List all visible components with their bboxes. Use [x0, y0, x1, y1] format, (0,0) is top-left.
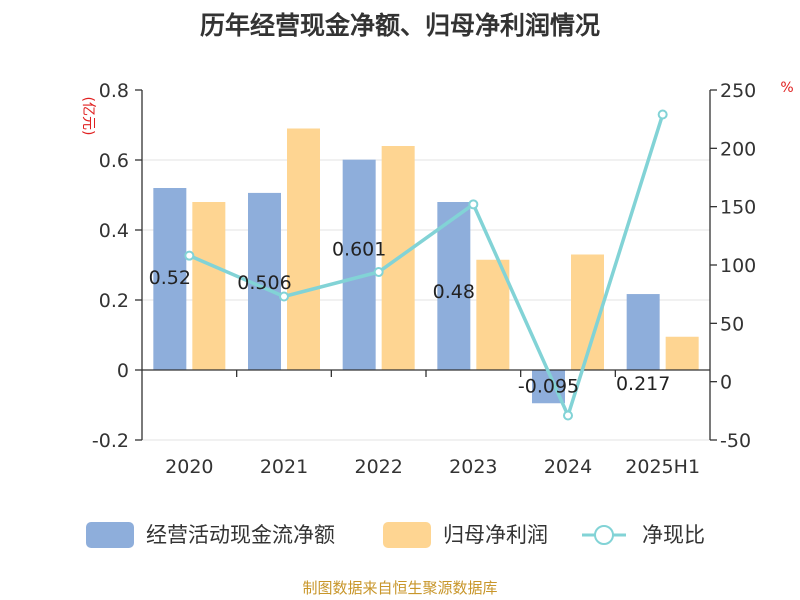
y-right-tick-label: 250: [720, 80, 756, 102]
legend-swatch-ratio-marker: [594, 525, 614, 545]
legend: 经营活动现金流净额 归母净利润 净现比: [86, 522, 705, 548]
ratio-point: [184, 250, 195, 261]
x-tick-label: 2020: [165, 456, 213, 478]
legend-swatch-net-profit: [383, 522, 431, 548]
axes: [135, 89, 717, 441]
grid-lines: [142, 159, 710, 441]
y-right-tick-label: 0: [720, 372, 732, 394]
x-tick-label: 2021: [260, 456, 308, 478]
y-left-tick-label: 0: [117, 360, 129, 382]
tick-labels: -0.2 0 0.2 0.4 0.6 0.8 -50 0 50 100 150 200 250 2020 2…: [92, 80, 756, 478]
x-tick-label: 2023: [449, 456, 497, 478]
source-note: 制图数据来自恒生聚源数据库: [302, 579, 497, 597]
y-right-tick-label: 50: [720, 313, 744, 335]
y-right-tick-label: 100: [720, 255, 756, 277]
x-tick-label: 2025H1: [625, 456, 700, 478]
bar-net-profit: [665, 336, 699, 370]
bar-net-profit: [192, 202, 226, 370]
bar-net-profit: [476, 259, 510, 370]
y-right-tick-label: 150: [720, 197, 756, 219]
x-tick-label: 2022: [354, 456, 402, 478]
y-right-tick-label: -50: [720, 430, 751, 452]
ratio-point: [657, 109, 668, 120]
y-left-tick-label: 0.2: [99, 290, 129, 312]
data-labels: 0.52 0.506 0.601 0.48 -0.095 0.217: [149, 239, 671, 398]
y-left-tick-label: 0.6: [99, 150, 129, 172]
y-left-tick-label: 0.4: [99, 220, 129, 242]
data-label-cash-flow: 0.217: [616, 373, 670, 395]
data-label-cash-flow: 0.52: [149, 267, 191, 289]
bar-cash-flow: [342, 159, 376, 370]
x-tick-label: 2024: [544, 456, 592, 478]
ratio-point: [468, 199, 479, 210]
legend-label-ratio: 净现比: [642, 523, 705, 547]
ratio-point: [373, 267, 384, 277]
data-label-cash-flow: 0.601: [332, 239, 386, 261]
bar-cash-flow: [153, 188, 187, 370]
y-left-tick-label: -0.2: [92, 430, 129, 452]
chart-title: 历年经营现金净额、归母净利润情况: [200, 11, 600, 40]
ratio-line: [184, 109, 668, 421]
legend-label-net-profit: 归母净利润: [443, 523, 548, 547]
bar-cash-flow: [626, 294, 660, 370]
data-label-cash-flow: 0.506: [237, 272, 291, 294]
bar-net-profit: [287, 128, 320, 370]
y-left-unit: (亿元): [80, 97, 96, 136]
bars: [153, 128, 699, 404]
ratio-point: [279, 291, 289, 302]
legend-swatch-cash-flow: [86, 522, 134, 548]
y-right-unit: %: [780, 80, 793, 96]
legend-label-cash-flow: 经营活动现金流净额: [146, 523, 335, 547]
y-left-tick-label: 0.8: [99, 80, 129, 102]
bar-cash-flow: [437, 202, 471, 370]
data-label-cash-flow: 0.48: [433, 281, 475, 303]
data-label-cash-flow: -0.095: [518, 375, 579, 397]
y-right-tick-label: 200: [720, 138, 756, 160]
ratio-point: [563, 410, 573, 421]
ratio-line-path: [188, 113, 665, 421]
